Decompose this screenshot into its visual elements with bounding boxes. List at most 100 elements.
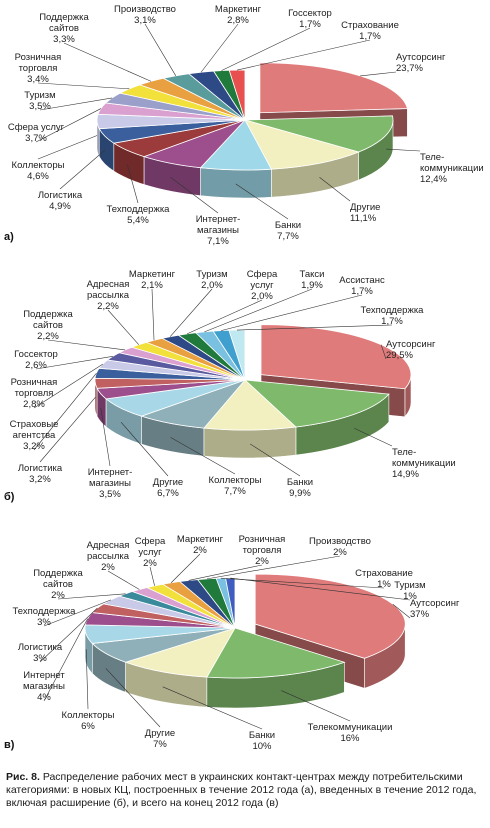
slice-label: Логистика [18,463,63,474]
slice-label: Банки [275,220,301,231]
leader-line [220,294,363,331]
slice-value: 4,6% [27,171,49,182]
slice-label: Аутсорсинг [396,52,446,63]
slice-label: Другие [145,728,175,739]
leader-line [107,309,139,345]
leader-line [206,555,341,580]
leader-line [281,690,351,722]
slice-value: 23,7% [396,63,423,74]
slice-label: Производство [114,4,176,15]
slice-value: 11,1% [350,213,377,224]
leader-line [392,603,411,619]
slice-label: Туризм [394,580,425,591]
slice-label: Техподдержка [361,305,425,316]
slice-value: 1% [377,579,391,590]
slice-value: 2,8% [23,399,45,410]
slice-label: Маркетинг [129,269,176,280]
leader-line [230,577,411,601]
slice-value: 2,0% [251,291,273,302]
slice-label: Сфера услуг [247,269,278,291]
slice-value: 1,7% [299,19,321,30]
slice-top-1 [254,573,406,659]
leader-line [37,82,130,90]
slice-top-16 [225,577,236,629]
leader-line [221,27,311,71]
leader-line [37,135,98,160]
leader-line [107,570,140,590]
slice-value: 7,7% [224,486,246,497]
slice-value: 4% [37,692,51,703]
slice-value: 4,9% [49,201,71,212]
leader-line [200,23,239,73]
slice-value: 1,7% [351,286,373,297]
leader-line [386,148,421,152]
leader-line [170,176,219,214]
slice-value: 2% [255,556,269,567]
leader-line [220,577,385,589]
slice-value: 3,3% [53,34,75,45]
slice-label: Логистика [38,190,83,201]
slice-label: Техподдержка [107,204,171,215]
leader-line [39,397,96,463]
slice-value: 16% [340,733,360,744]
slice-label: Такси [300,269,325,280]
leader-line [57,593,126,600]
slice-label: Коллекторы [209,475,262,486]
leader-line [151,288,155,341]
slice-label: Ассистанс [339,275,385,286]
slice-value: 1% [403,591,417,602]
slice-value: 2,2% [37,331,59,342]
slice-value: 37% [410,609,430,620]
slice-label: Аутсорсинг [386,339,436,350]
slice-label: Госсектор [14,349,58,360]
slice-label: Банки [249,730,275,741]
leader-line [105,668,161,728]
slice-value: 2,0% [201,280,223,291]
leader-line [170,553,201,583]
panel-letter: а) [4,231,14,243]
leader-line [170,437,236,475]
slice-value: 6,7% [157,488,179,499]
slice-label: Интернет-магазины [196,214,241,236]
slice-label: Адресная рассылка [87,279,130,301]
slice-value: 14,9% [392,469,419,480]
caption-prefix: Рис. 8. [6,771,40,783]
leader-line [39,97,113,111]
slice-label: Банки [287,477,313,488]
leader-line [360,71,397,77]
leader-line [127,164,139,204]
slice-value: 3,7% [25,133,47,144]
slice-label: Поддержка сайтов [33,568,83,590]
leader-line [47,339,126,351]
slice-top-3 [244,119,360,170]
slice-value: 3,1% [134,15,156,26]
leader-line [250,443,301,477]
slice-top-3 [124,627,236,678]
slice-label: Розничная торговля [11,377,58,399]
slice-3 [203,426,297,459]
leader-line [188,564,263,581]
slice-value: 2% [333,547,347,558]
slice-value: 1,7% [381,316,403,327]
leader-line [144,23,177,76]
slice-4 [200,167,272,199]
leader-line [33,373,97,451]
leader-line [35,108,102,143]
slice-wall [200,167,272,199]
slice-value: 3,2% [23,441,45,452]
slice-label: Туризм [24,90,55,101]
slice-value: 7,7% [277,231,299,242]
slice-value: 2,2% [97,301,119,312]
leader-line [235,183,289,220]
slice-label: Адресная рассылка [87,540,130,562]
slice-label: Поддержка сайтов [39,12,89,34]
slice-top-1 [260,324,412,390]
slice-wall [203,426,297,459]
slice-label: Страхование [355,568,413,579]
slice-top-2 [243,379,390,428]
slice-label: Сфера услуг [8,122,65,133]
slice-value: 3,5% [29,101,51,112]
slice-value: 2,1% [141,280,163,291]
slice-label: Интернет-магазины [88,467,133,489]
